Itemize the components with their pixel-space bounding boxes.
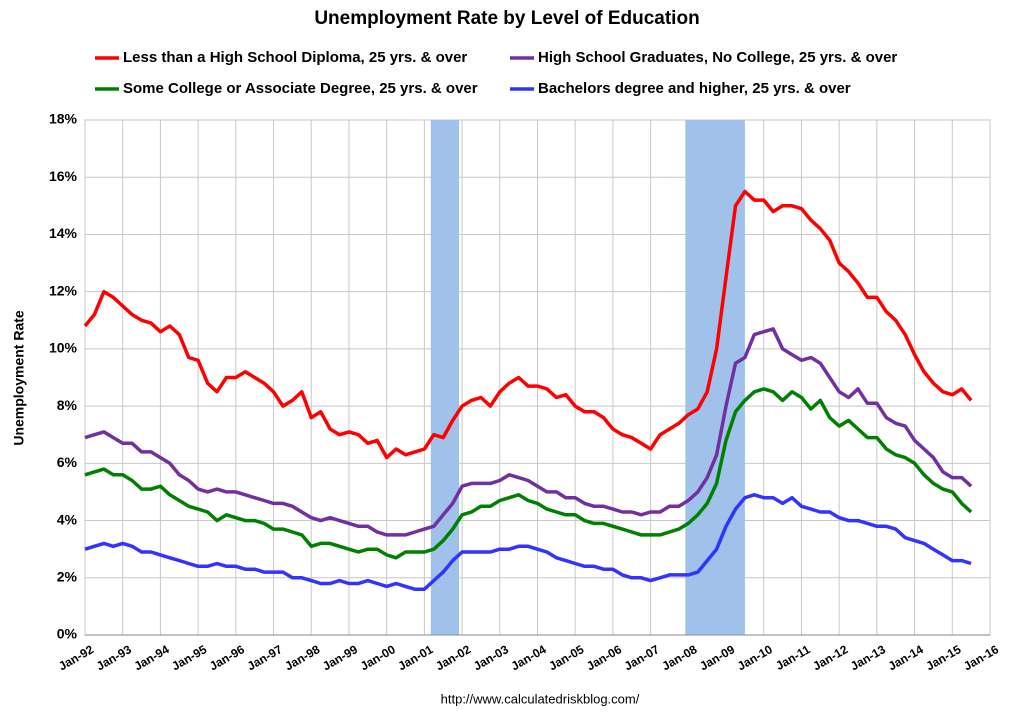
x-tick-label: Jan-98 <box>282 642 322 673</box>
x-tick-label: Jan-94 <box>132 642 172 673</box>
x-tick-label: Jan-95 <box>169 642 209 673</box>
series-line <box>84 493 972 591</box>
x-tick-label: Jan-08 <box>659 642 699 673</box>
y-tick-label: 14% <box>49 225 78 241</box>
x-tick-label: Jan-93 <box>94 642 134 673</box>
series-line <box>84 387 973 560</box>
y-tick-label: 0% <box>57 626 78 642</box>
series-line <box>83 189 973 460</box>
legend-label: Less than a High School Diploma, 25 yrs.… <box>123 49 467 66</box>
x-tick-label: Jan-16 <box>961 642 1001 673</box>
y-tick-label: 6% <box>57 454 78 470</box>
x-tick-label: Jan-14 <box>886 642 926 673</box>
y-tick-label: 12% <box>49 282 78 298</box>
y-axis-label: Unemployment Rate <box>11 310 27 446</box>
x-tick-label: Jan-07 <box>622 642 662 673</box>
y-tick-label: 10% <box>49 340 78 356</box>
source: http://www.calculatedriskblog.com/ <box>441 691 640 706</box>
x-tick-label: Jan-02 <box>433 642 473 673</box>
y-tick-label: 4% <box>57 511 78 527</box>
x-tick-label: Jan-96 <box>207 642 247 673</box>
x-tick-label: Jan-01 <box>396 642 436 673</box>
x-tick-label: Jan-06 <box>584 642 624 673</box>
x-tick-label: Jan-04 <box>509 642 549 673</box>
y-tick-label: 8% <box>57 397 78 413</box>
x-tick-label: Jan-15 <box>923 642 963 673</box>
x-tick-label: Jan-10 <box>735 642 775 673</box>
x-tick-label: Jan-09 <box>697 642 737 673</box>
recession-band <box>685 120 745 635</box>
y-tick-label: 16% <box>49 168 78 184</box>
legend-label: High School Graduates, No College, 25 yr… <box>538 49 897 66</box>
chart-title: Unemployment Rate by Level of Education <box>314 8 699 29</box>
x-tick-label: Jan-99 <box>320 642 360 673</box>
y-tick-label: 18% <box>49 111 78 127</box>
x-tick-label: Jan-12 <box>810 642 850 673</box>
legend-label: Some College or Associate Degree, 25 yrs… <box>123 80 478 97</box>
series-line <box>84 327 973 537</box>
x-tick-label: Jan-05 <box>546 642 586 673</box>
x-tick-label: Jan-11 <box>773 642 813 673</box>
x-tick-label: Jan-03 <box>471 642 511 673</box>
x-tick-label: Jan-00 <box>358 642 398 673</box>
x-tick-label: Jan-92 <box>56 642 96 673</box>
legend-label: Bachelors degree and higher, 25 yrs. & o… <box>538 80 851 97</box>
y-tick-label: 2% <box>57 568 78 584</box>
x-tick-label: Jan-13 <box>848 642 888 673</box>
x-tick-label: Jan-97 <box>245 642 285 673</box>
